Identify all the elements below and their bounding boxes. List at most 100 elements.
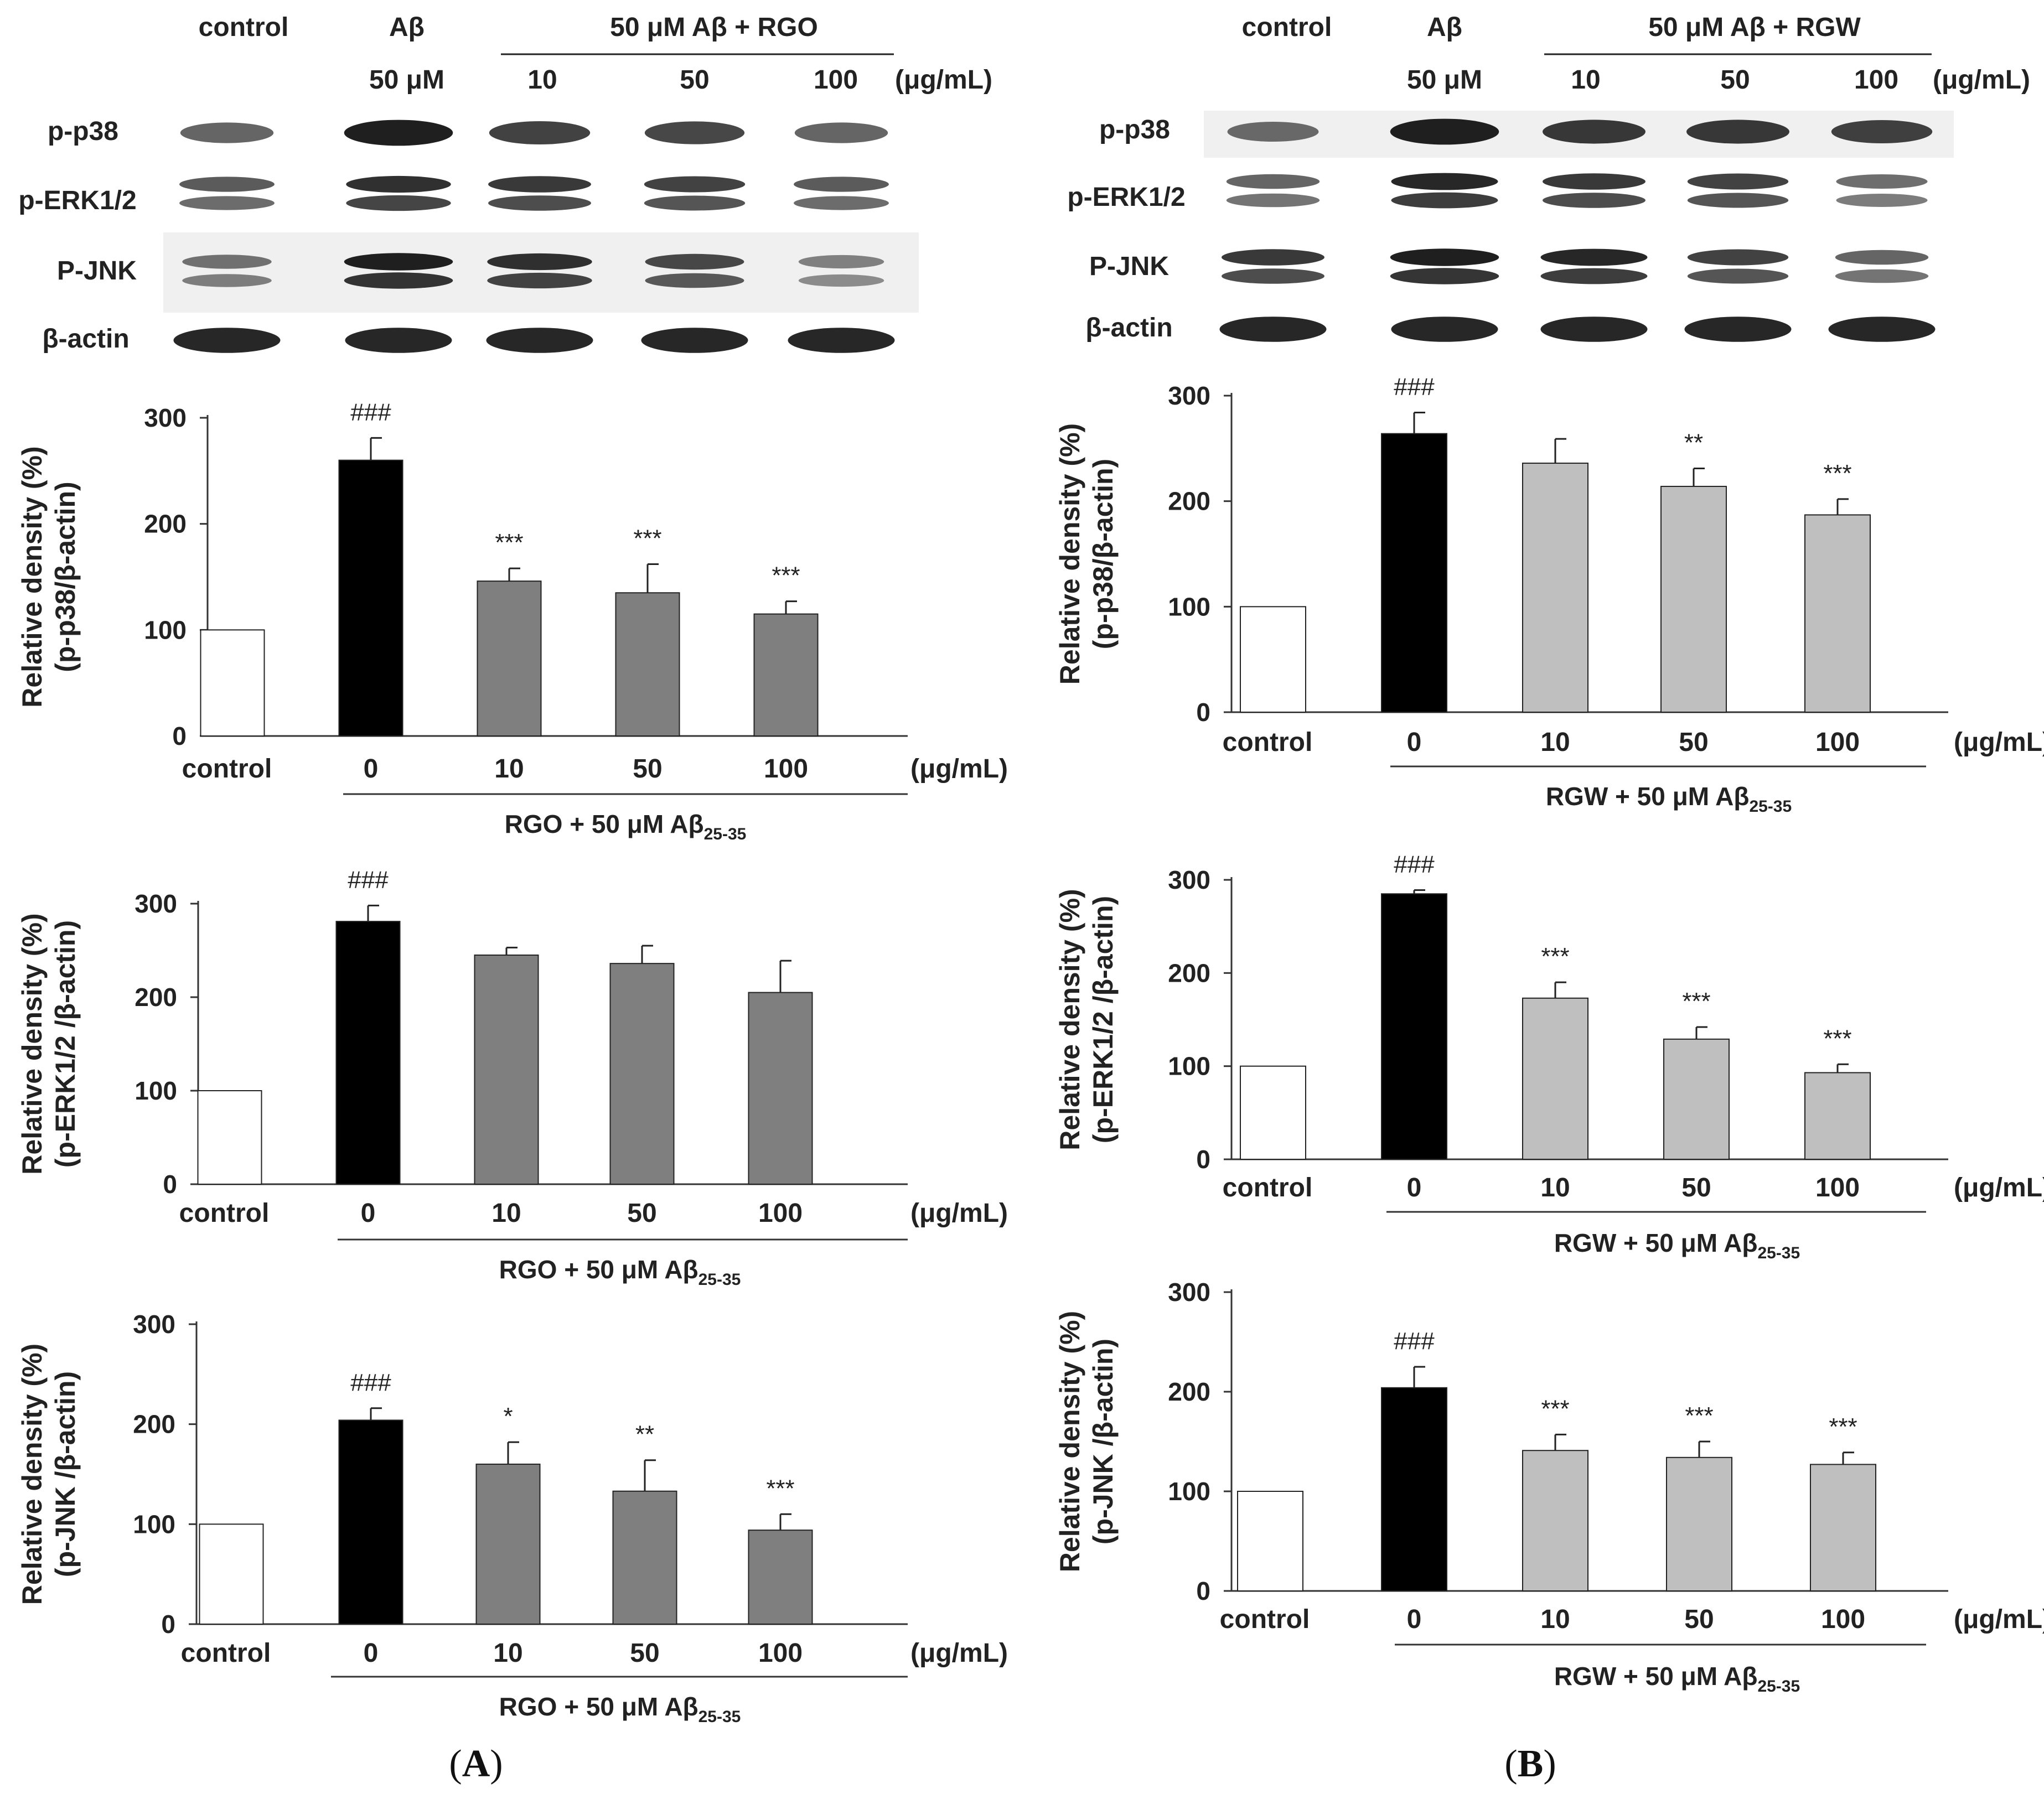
y-axis-label-2: (p-p38/β-actin)	[1088, 459, 1119, 649]
blot-header-dose-10: 10	[1571, 65, 1600, 95]
y-axis-label: Relative density (%)	[17, 446, 48, 707]
blot-band	[641, 328, 748, 353]
blot-row-label-pjnk: P-JNK	[1089, 252, 1169, 281]
blot-header-abeta: Aβ	[389, 13, 425, 42]
group-label: RGO + 50 μM Aβ25-35	[499, 1692, 741, 1726]
category-label: 0	[361, 1199, 376, 1228]
panel-letter-a: A	[462, 1743, 490, 1785]
blot-band	[1684, 317, 1792, 342]
bar	[1237, 1491, 1303, 1591]
bar	[1666, 1456, 1732, 1592]
y-axis-label-2: (p-ERK1/2 /β-actin)	[50, 920, 81, 1168]
bar	[200, 629, 265, 737]
category-label: 0	[364, 754, 379, 784]
unit-label: (μg/mL)	[1954, 728, 2044, 757]
y-axis-label-2: (p-JNK /β-actin)	[1088, 1339, 1119, 1544]
blot-band	[1686, 120, 1789, 144]
category-label: 50	[1681, 1173, 1711, 1202]
blot-header-abeta: Aβ	[1427, 13, 1462, 42]
category-label: 50	[1684, 1605, 1714, 1634]
blot-band	[179, 177, 275, 192]
blot-band	[1836, 174, 1928, 189]
blot-band	[1687, 249, 1789, 266]
bar	[338, 1419, 403, 1625]
blot-band	[489, 121, 591, 144]
blot-header-control: control	[199, 13, 289, 42]
blot-band	[1543, 193, 1645, 208]
blot-band	[794, 196, 889, 210]
y-tick-label: 300	[133, 1310, 175, 1339]
y-tick-label: 300	[1168, 1278, 1210, 1307]
y-tick-label: 200	[1168, 1377, 1210, 1406]
blot-band	[486, 328, 593, 353]
bar	[1381, 1387, 1447, 1592]
blot-row-label-perk: p-ERK1/2	[1067, 183, 1185, 212]
significance-marker: ###	[1394, 374, 1435, 401]
category-label: 10	[1540, 1173, 1570, 1202]
category-label: 100	[1815, 728, 1860, 757]
blot-band	[1828, 317, 1936, 342]
y-tick-label: 0	[1196, 698, 1210, 727]
blot-band	[644, 176, 746, 193]
group-label-main: RGW + 50 μM Aβ	[1554, 1662, 1758, 1691]
significance-marker: ***	[1685, 1402, 1713, 1429]
category-label: 100	[758, 1639, 803, 1668]
blot-band	[794, 122, 888, 143]
blot-header-unit: (μg/mL)	[1933, 65, 2030, 95]
y-axis-label: Relative density (%)	[1054, 889, 1085, 1150]
group-label-subscript: 25-35	[698, 1708, 741, 1726]
blot-header-dose-50: 50	[1720, 65, 1750, 95]
blot-row-label-actin: β-actin	[1085, 313, 1172, 343]
category-label: 50	[1679, 728, 1708, 757]
blot-band	[346, 175, 451, 193]
bar	[1804, 514, 1871, 713]
blot-header-dose-10: 10	[527, 65, 557, 95]
group-label: RGO + 50 μM Aβ25-35	[499, 1255, 741, 1289]
bar	[199, 1523, 264, 1625]
bar	[609, 963, 675, 1185]
y-tick-label: 300	[134, 889, 177, 918]
significance-marker: ***	[1541, 1395, 1569, 1422]
bar	[1663, 1038, 1730, 1160]
y-axis-label: Relative density (%)	[17, 913, 48, 1174]
bar	[748, 1530, 813, 1625]
blot-band	[1540, 248, 1648, 266]
blot-band	[1226, 193, 1320, 208]
significance-marker: **	[1684, 429, 1703, 457]
bar	[612, 1490, 677, 1625]
category-label: 100	[1821, 1605, 1865, 1634]
blot-band	[1687, 268, 1789, 284]
group-label-main: RGW + 50 μM Aβ	[1554, 1228, 1758, 1257]
blot-band	[645, 273, 744, 288]
y-tick-label: 300	[1168, 865, 1210, 894]
blot-band	[1543, 173, 1645, 190]
blot-header-group: 50 μM Aβ + RGO	[610, 13, 818, 42]
category-label: 50	[633, 754, 662, 784]
category-label: 100	[758, 1199, 803, 1228]
blot-band	[1835, 269, 1929, 283]
y-axis-label: Relative density (%)	[17, 1344, 48, 1605]
category-label: control	[182, 754, 272, 784]
panel-label-a: (A)	[449, 1743, 503, 1785]
bar	[1240, 1065, 1306, 1160]
blot-header-dose-100: 100	[1854, 65, 1898, 95]
category-label: 100	[1815, 1173, 1860, 1202]
blot-band	[182, 255, 272, 269]
blot-band	[173, 328, 281, 353]
blot-band	[487, 272, 592, 289]
category-label: control	[179, 1199, 270, 1228]
bar	[748, 992, 813, 1185]
category-label: control	[1223, 728, 1313, 757]
y-axis-label: Relative density (%)	[1054, 423, 1085, 685]
category-label: 10	[493, 1639, 522, 1668]
blot-band	[1390, 268, 1499, 284]
category-label: 0	[1407, 728, 1422, 757]
unit-label: (μg/mL)	[910, 1639, 1008, 1668]
blot-band	[180, 122, 274, 143]
blot-band	[1540, 317, 1648, 342]
significance-marker: **	[635, 1421, 654, 1448]
bar	[338, 459, 403, 737]
category-label: 10	[494, 754, 524, 784]
category-label: 10	[1540, 728, 1570, 757]
